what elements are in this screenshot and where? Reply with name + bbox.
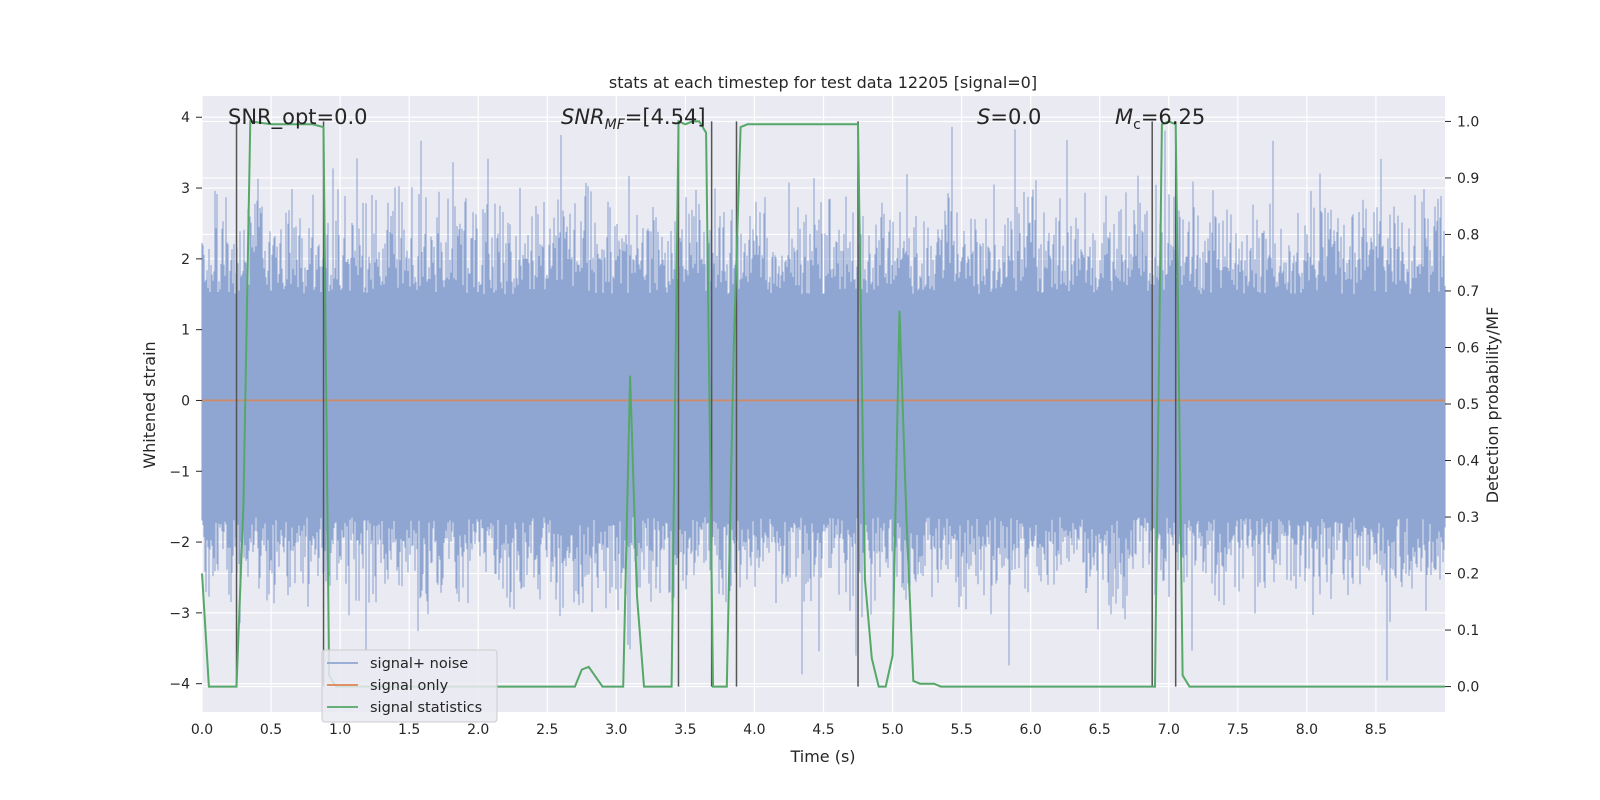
y-tick-label-left: −1	[169, 464, 190, 480]
y-tick-label-right: 0.9	[1457, 171, 1479, 187]
y-tick-label-right: 1.0	[1457, 114, 1479, 130]
x-tick-label: 8.0	[1296, 722, 1318, 738]
x-tick-label: 4.0	[743, 722, 765, 738]
x-tick-label: 0.0	[191, 722, 213, 738]
y-axis-left-label: Whitened strain	[140, 341, 159, 468]
y-tick-label-left: −3	[169, 606, 190, 622]
x-tick-label: 1.0	[329, 722, 351, 738]
y-axis-left-ticks: 4 3 2 1 0 −1 −2 −3 −4	[169, 110, 202, 693]
x-axis-label: Time (s)	[789, 747, 855, 766]
x-tick-label: 8.5	[1365, 722, 1387, 738]
x-tick-label: 7.0	[1158, 722, 1180, 738]
y-tick-label-left: 1	[181, 323, 190, 339]
legend-label-signal-noise: signal+ noise	[370, 656, 468, 672]
x-tick-label: 6.5	[1089, 722, 1111, 738]
annotation-s: S=0.0	[977, 105, 1041, 129]
y-tick-label-right: 0.6	[1457, 340, 1479, 356]
legend-box	[321, 649, 498, 723]
x-tick-label: 5.0	[881, 722, 903, 738]
annotation-snr-mf: SNRMF=[4.54]	[561, 105, 706, 133]
y-tick-label-left: 0	[181, 393, 190, 409]
x-tick-label: 5.5	[950, 722, 972, 738]
series-signal-noise	[201, 126, 1446, 681]
legend-label-signal-statistics: signal statistics	[370, 700, 482, 716]
x-axis-ticks: 0.0 0.5 1.0 1.5 2.0 2.5 3.0 3.5 4.0 4.5 5.0 5.5 6.0 6…	[191, 722, 1387, 738]
legend-label-signal-only: signal only	[370, 678, 449, 694]
y-tick-label-right: 0.8	[1457, 227, 1479, 243]
x-tick-label: 7.5	[1227, 722, 1249, 738]
x-tick-label: 4.5	[812, 722, 834, 738]
y-tick-label-right: 0.3	[1457, 510, 1479, 526]
y-tick-label-right: 0.1	[1457, 623, 1479, 639]
y-tick-label-right: 0.2	[1457, 567, 1479, 583]
x-tick-label: 2.5	[536, 722, 558, 738]
x-tick-label: 6.0	[1020, 722, 1042, 738]
chart-title: stats at each timestep for test data 122…	[609, 73, 1037, 92]
y-tick-label-left: −4	[169, 677, 190, 693]
x-tick-label: 1.5	[398, 722, 420, 738]
x-tick-label: 3.0	[605, 722, 627, 738]
y-tick-label-left: 2	[181, 252, 190, 268]
annotation-mc: Mc=6.25	[1115, 105, 1205, 133]
y-axis-right-ticks: 1.0 0.9 0.8 0.7 0.6 0.5 0.4 0.3 0.2 0.1 0.0	[1445, 114, 1479, 696]
y-axis-right-label: Detection probability/MF	[1483, 307, 1502, 504]
y-tick-label-right: 0.4	[1457, 454, 1479, 470]
x-tick-label: 2.0	[467, 722, 489, 738]
y-tick-label-right: 0.0	[1457, 680, 1479, 696]
y-tick-label-left: −2	[169, 535, 190, 551]
noise-trace	[201, 126, 1446, 681]
y-tick-label-left: 3	[181, 181, 190, 197]
legend: signal+ noise signal only signal statist…	[321, 649, 498, 723]
x-tick-label: 3.5	[674, 722, 696, 738]
y-tick-label-left: 4	[181, 110, 190, 126]
annotation-snr-opt: SNR_opt=0.0	[228, 105, 368, 130]
y-tick-label-right: 0.5	[1457, 397, 1479, 413]
x-tick-label: 0.5	[260, 722, 282, 738]
y-tick-label-right: 0.7	[1457, 284, 1479, 300]
